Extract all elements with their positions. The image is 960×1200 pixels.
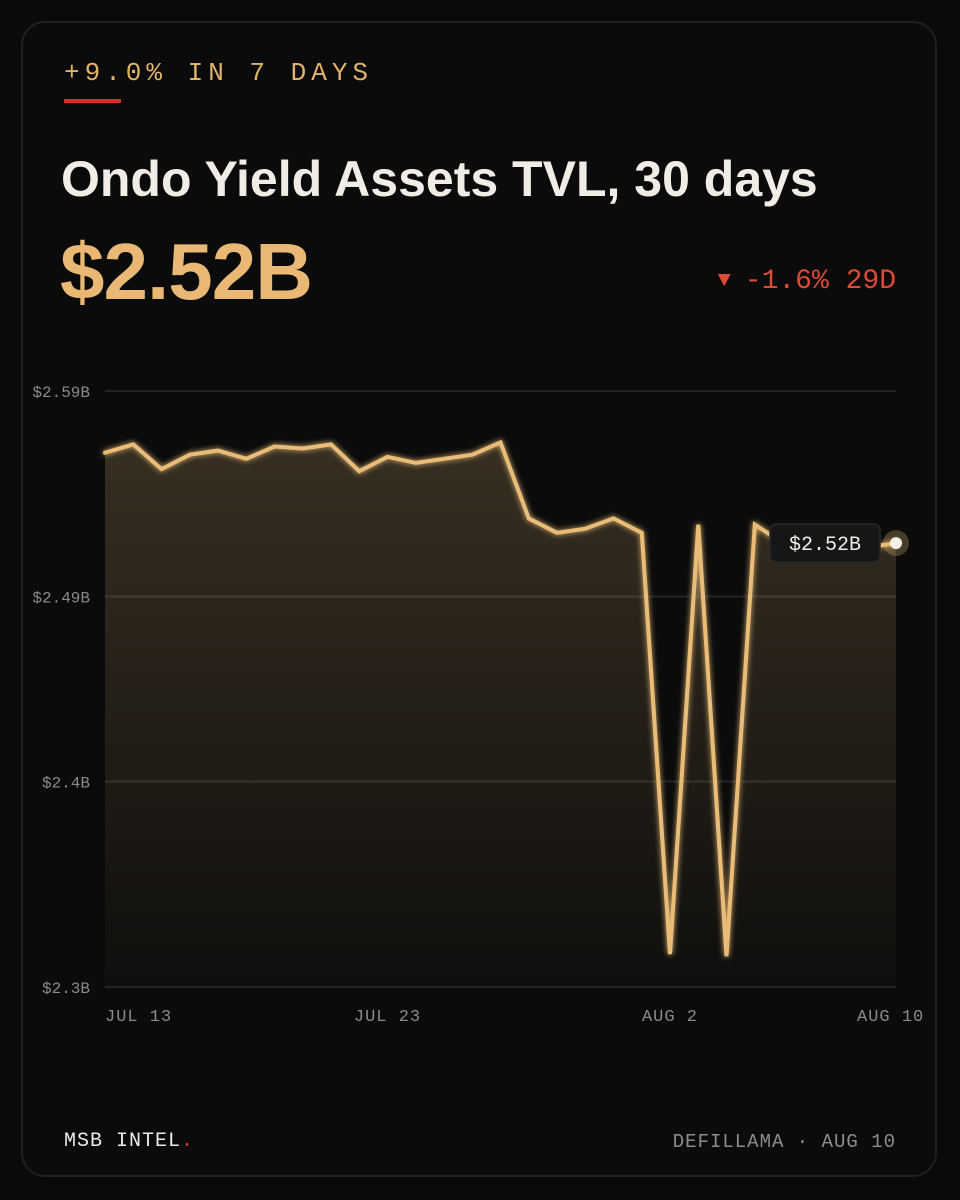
source-label: DEFILLAMA · AUG 10	[672, 1131, 896, 1153]
marker-dot	[890, 537, 902, 550]
last-value-marker: $2.52B	[769, 523, 909, 563]
x-tick-label: JUL 23	[354, 1008, 421, 1027]
current-value: $2.52B	[60, 227, 313, 316]
series-area	[105, 442, 896, 987]
y-tick-label: $2.59B	[32, 384, 90, 402]
brand-dot: .	[181, 1130, 195, 1153]
value-tag-label: $2.52B	[789, 534, 861, 557]
y-axis-labels: $2.59B $2.49B $2.4B $2.3B	[32, 384, 90, 998]
brand-label: MSB INTEL.	[64, 1130, 194, 1153]
down-arrow-icon: ▼	[717, 268, 731, 293]
x-tick-label: JUL 13	[105, 1008, 172, 1027]
value-tag	[769, 523, 881, 563]
kicker-underline	[64, 99, 121, 103]
kicker-text: +9.0% IN 7 DAYS	[64, 58, 374, 88]
change-text: -1.6% 29D	[744, 266, 896, 297]
series-tvl	[103, 439, 898, 987]
y-tick-label: $2.49B	[32, 590, 90, 608]
y-tick-label: $2.3B	[42, 980, 90, 998]
change-indicator: ▼ -1.6% 29D	[718, 266, 896, 297]
brand-text: MSB INTEL	[64, 1130, 182, 1153]
x-tick-label: AUG 10	[857, 1008, 924, 1027]
chart-title: Ondo Yield Assets TVL, 30 days	[61, 151, 818, 207]
series-line	[103, 439, 898, 957]
y-tick-label: $2.4B	[42, 774, 90, 792]
x-axis-labels: JUL 13 JUL 23 AUG 2 AUG 10	[105, 1008, 924, 1027]
tvl-chart: $2.59B $2.49B $2.4B $2.3B JUL 13 JUL 23 AUG 2…	[32, 384, 924, 1027]
x-tick-label: AUG 2	[642, 1008, 698, 1027]
